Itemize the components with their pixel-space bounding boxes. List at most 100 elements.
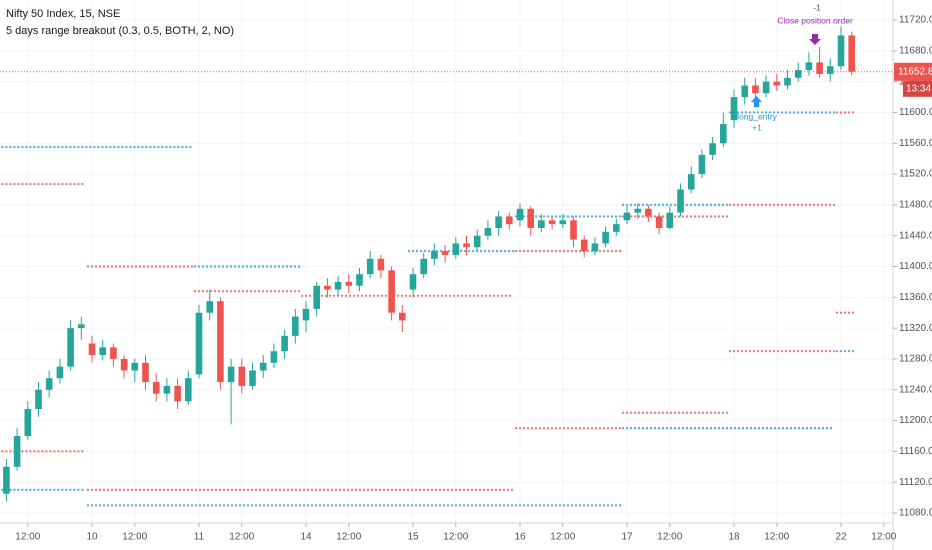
x-tick-label: 12:00 [229,532,254,543]
candle-body [302,308,310,321]
candle-body [837,35,845,67]
chart-title: Nifty 50 Index, 15, NSE [6,8,120,20]
candle-body [784,77,791,86]
candle-body [452,243,460,255]
candle-body [356,274,363,286]
x-tick-label: 17 [621,532,633,543]
candle-body [720,124,727,144]
entry-arrow [751,96,762,107]
candle-body [185,378,192,402]
candle-body [580,239,588,252]
candle-body [313,285,320,309]
candle-body [506,216,513,225]
candle-body [195,312,203,375]
candle-body [142,362,149,383]
candle-body [24,409,32,436]
y-tick-label: 11200.00 [899,415,932,426]
candle-body [495,216,502,228]
candle-body [345,281,353,286]
last-price-box [894,62,932,81]
candle-body [527,208,534,228]
candle-body [174,385,181,402]
candle-body [484,227,492,236]
y-tick-label: 11120.00 [899,477,932,488]
candle-body [463,243,470,248]
candle-body [773,81,781,86]
indicator-title: 5 days range breakout (0.3, 0.5, BOTH, 2… [6,25,234,37]
annotation: +1 [752,122,762,132]
candle-body [559,220,567,225]
candle-body [366,258,374,275]
annotation: Close position order [777,15,853,25]
x-tick-label: 12:00 [764,532,789,543]
y-tick-label: 11080.00 [899,508,932,519]
candle-body [388,270,395,313]
candle-body [120,358,128,371]
y-tick-label: 11280.00 [899,354,932,365]
candle-body [3,466,10,494]
candle-body [88,343,96,356]
countdown-box [903,80,932,97]
candle-body [805,62,813,71]
x-tick-label: 12:00 [443,532,468,543]
candle-body [110,347,117,359]
y-tick-label: 11240.00 [899,384,932,395]
y-tick-label: 11680.00 [899,45,932,56]
x-tick-label: 12:00 [122,532,147,543]
y-tick-label: 11480.00 [899,200,932,211]
candle-body [420,258,427,275]
candle-body [399,312,406,321]
candle-body [270,351,278,363]
candle-body [762,81,770,94]
candle-body [473,235,481,248]
candle-body [281,335,288,352]
candle-body [249,370,256,386]
candle-body [548,220,556,225]
candle-body [56,366,64,379]
candle-body [516,208,524,221]
candle-body [377,258,385,271]
x-tick-label: 15 [407,532,419,543]
candle-body [227,366,235,383]
candle-body [655,216,663,228]
x-tick-label: 12:00 [657,532,682,543]
annotation: -1 [813,2,821,12]
candle-body [45,378,53,390]
x-tick-label: 12:00 [871,532,896,543]
candle-body [152,382,160,394]
candle-body [538,220,545,228]
candle-body [131,362,139,371]
candle-body [613,224,620,232]
candle-body [99,347,106,356]
candle-body [334,281,342,290]
candle-body [602,231,609,244]
y-tick-label: 11360.00 [899,292,932,303]
candle-body [698,154,706,175]
candle-body [78,324,85,329]
y-tick-label: 11520.00 [899,169,932,180]
x-tick-label: 11 [194,532,205,543]
candle-body [794,70,802,78]
candle-body [13,435,21,467]
candle-body [730,97,738,121]
countdown-label: 13:34 [906,83,931,94]
grid [0,0,893,523]
x-tick-label: 12:00 [550,532,575,543]
candle-body [217,301,224,383]
y-tick-label: 11400.00 [899,261,932,272]
candle-body [848,35,855,72]
candle-body [816,62,823,74]
x-tick-label: 14 [300,532,312,543]
candle-body [591,243,599,252]
y-tick-label: 11560.00 [899,138,932,149]
x-tick-label: 22 [835,532,847,543]
exit-arrow [809,34,821,45]
candle-body [441,251,449,255]
candle-body [666,212,674,228]
candle-body [623,212,631,221]
candle-body [324,285,331,290]
candle-body [431,251,438,259]
x-tick-label: 12:00 [15,532,40,543]
candle-body [709,143,716,155]
